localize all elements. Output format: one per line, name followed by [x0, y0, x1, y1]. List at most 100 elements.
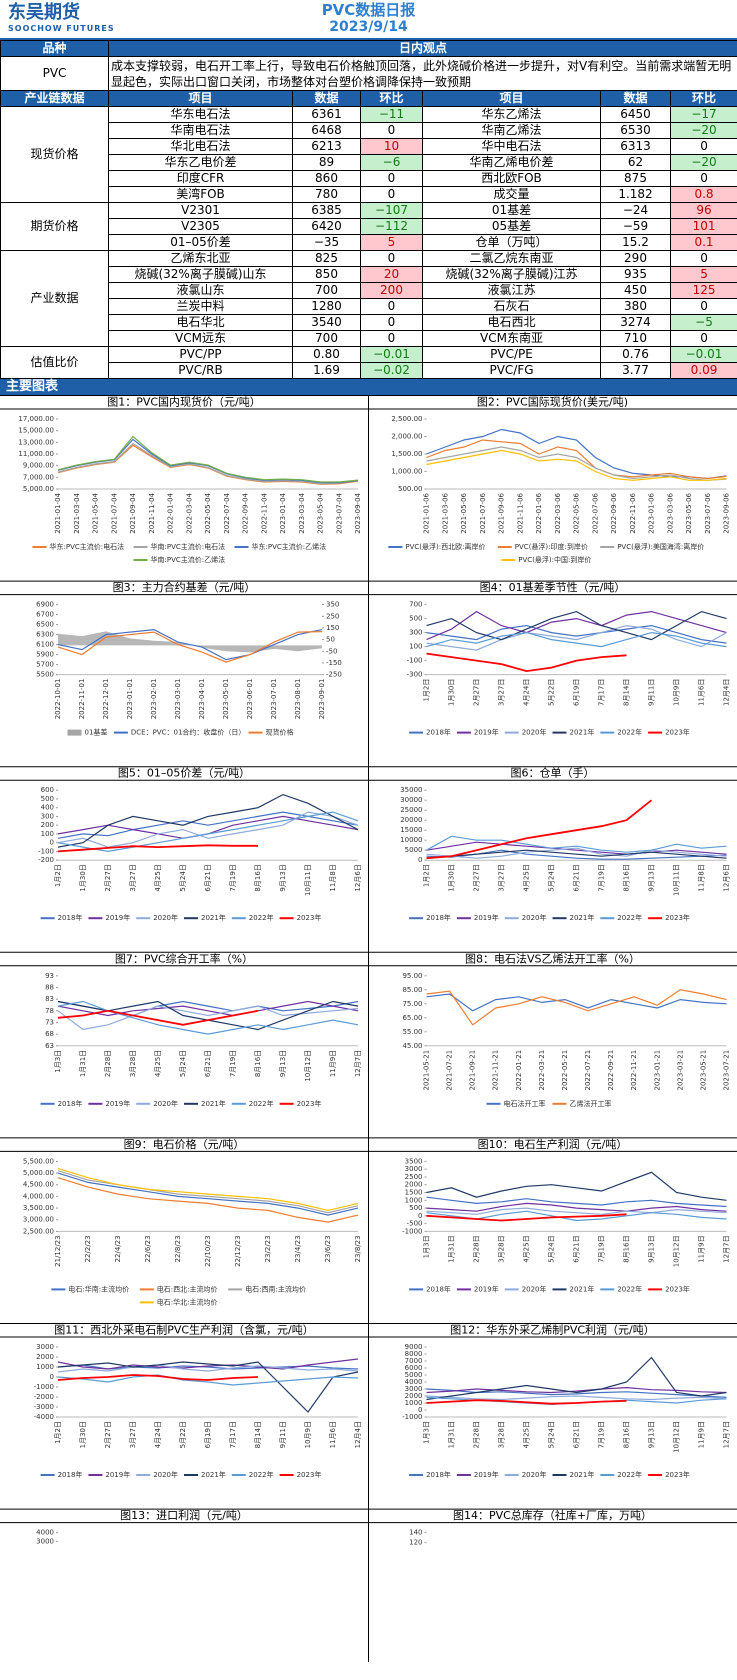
y-tick-label: 63 — [45, 1042, 54, 1050]
item: PVC/RB — [108, 362, 293, 379]
x-tick-label: 2022-01-04 — [167, 492, 175, 533]
commentary: 成本支撑较弱，电石开工率上行，导致电石价格触顶回落，此外烧碱价格进一步提升，对V… — [107, 56, 737, 91]
table-row: V2305 6420 −112 05基差 −59 101 — [1, 218, 737, 235]
item: 01基差 — [422, 202, 601, 219]
y-tick-label: 6700 — [36, 611, 54, 619]
item: 华中电石法 — [422, 138, 601, 155]
x-tick-label: 2021-09-21 — [469, 1050, 477, 1091]
x-tick-label: 11月9日 — [329, 1050, 337, 1077]
line — [57, 844, 258, 853]
change: −20 — [669, 154, 737, 171]
y-tick-label: 2500 — [405, 1173, 423, 1181]
legend-label: 2018年 — [426, 728, 451, 737]
line — [426, 624, 727, 651]
value: 6420 — [292, 218, 361, 235]
y-tick-label: 6500 — [36, 621, 54, 629]
y-tick-label: 4,500.00 — [23, 1181, 54, 1189]
x-tick-label: 12月4日 — [723, 679, 731, 706]
legend-label: 2019年 — [105, 1470, 130, 1479]
item: 01–05价差 — [108, 234, 293, 251]
legend-label: 电石:西北:主流均价 — [157, 1284, 218, 1293]
table-row: 期货价格 V2301 6385 −107 01基差 −24 96 — [0, 202, 737, 251]
legend-label: 2020年 — [153, 913, 178, 922]
x-tick-label: 5月24日 — [179, 1050, 187, 1077]
y-tick-label: 0 — [418, 1406, 422, 1414]
x-tick-label: 22/6/23 — [144, 1235, 152, 1262]
x-tick-label: 2021-09-04 — [129, 492, 137, 533]
x-tick-label: 2023-01-21 — [653, 1050, 661, 1091]
change: 0 — [669, 250, 737, 267]
y-tick-label: 45.00 — [402, 1042, 422, 1050]
x-tick-label: 4月24日 — [154, 1421, 162, 1448]
x-tick-label: 2023-05-06 — [685, 492, 693, 533]
line — [57, 1170, 359, 1214]
legend-label: PVC(悬浮):印度:到岸价 — [515, 542, 588, 551]
y-tick-label: 500 — [41, 795, 54, 803]
item: 液氯江苏 — [422, 282, 601, 299]
item: 烧碱(32%离子膜碱)江苏 — [422, 266, 601, 283]
x-tick-label: 2023-03-04 — [298, 492, 306, 533]
x-tick-label: 12月4日 — [354, 1421, 362, 1448]
x-tick-label: 2021-01-04 — [54, 492, 62, 533]
value: 0.76 — [600, 346, 671, 363]
y-tick-label: 4,000.00 — [23, 1192, 54, 1200]
y-tick-label: 100 — [41, 830, 54, 838]
y-tick-label: 3000 — [36, 1537, 54, 1545]
y-tick-label: 7000 — [405, 1357, 423, 1365]
change: 0 — [669, 170, 737, 187]
y-tick-label: 200 — [41, 821, 54, 829]
x-tick-label: 1月30日 — [79, 864, 87, 891]
x-tick-label: 23/2/23 — [264, 1235, 272, 1262]
x-tick-label: 11月6日 — [329, 1421, 337, 1448]
y-tick-label: 4000 — [36, 1529, 54, 1537]
x-tick-label: 22/2/23 — [84, 1235, 92, 1262]
x-tick-label: 4月24日 — [523, 679, 531, 706]
change: −0.01 — [360, 346, 423, 363]
x-tick-label: 7月17日 — [229, 1421, 237, 1448]
legend-label: 2021年 — [570, 913, 595, 922]
x-tick-label: 6月21日 — [573, 864, 581, 891]
table-row: 液氯山东 700 200 液氯江苏 450 125 — [1, 282, 737, 299]
item: V2305 — [108, 218, 293, 235]
x-tick-label: 2021-01-06 — [423, 492, 431, 533]
x-tick-label: 6月21日 — [204, 864, 212, 891]
y-tick-label: 2,000.00 — [391, 433, 422, 441]
chart-title: 图7：PVC综合开工率（%） — [115, 951, 253, 965]
change: 0.8 — [669, 186, 737, 203]
x-tick-label: 2023-07-06 — [704, 492, 712, 533]
x-tick-label: 8月16日 — [623, 1235, 631, 1262]
y-tick-label: -100 — [407, 657, 423, 665]
y-tick-label: 73 — [45, 1018, 54, 1026]
x-tick-label: 2月28日 — [473, 1235, 481, 1262]
value: 6313 — [600, 138, 671, 155]
change: −0.02 — [360, 362, 423, 379]
legend-label: 2023年 — [297, 913, 322, 922]
item: 华东乙电价差 — [108, 154, 293, 171]
change: −5 — [669, 314, 737, 331]
x-tick-label: 6月19日 — [204, 1421, 212, 1448]
x-tick-label: 2022-07-21 — [584, 1050, 592, 1091]
item: 05基差 — [422, 218, 601, 235]
x-tick-label: 2月27日 — [104, 1421, 112, 1448]
y-tick-label: 1000 — [405, 1399, 423, 1407]
x-tick-label: 2021-11-21 — [492, 1050, 500, 1091]
legend-label: 2019年 — [474, 1284, 499, 1293]
legend-label: 乙烯法开工率 — [570, 1099, 612, 1108]
line — [57, 1374, 359, 1386]
y-tick-label: -100 — [38, 847, 54, 855]
y-tick-label: 1500 — [405, 1189, 423, 1197]
legend-label: 2023年 — [297, 1099, 322, 1108]
y-tick-label: 3,000.00 — [23, 1216, 54, 1224]
x-tick-label: 1月3日 — [423, 1421, 431, 1444]
line — [426, 1395, 727, 1401]
legend-label: 华南:PVC主流价:电石法 — [151, 542, 226, 551]
line — [57, 435, 359, 483]
value: 290 — [600, 250, 671, 267]
value: 700 — [292, 330, 361, 347]
y-tick-label: 9,000.00 — [23, 462, 54, 470]
x-tick-label: 11月8日 — [329, 864, 337, 891]
legend-swatch — [67, 729, 82, 736]
x-tick-label: 2023-07-01 — [270, 679, 278, 720]
x-tick-label: 10月11日 — [673, 864, 681, 896]
line — [426, 1356, 727, 1401]
